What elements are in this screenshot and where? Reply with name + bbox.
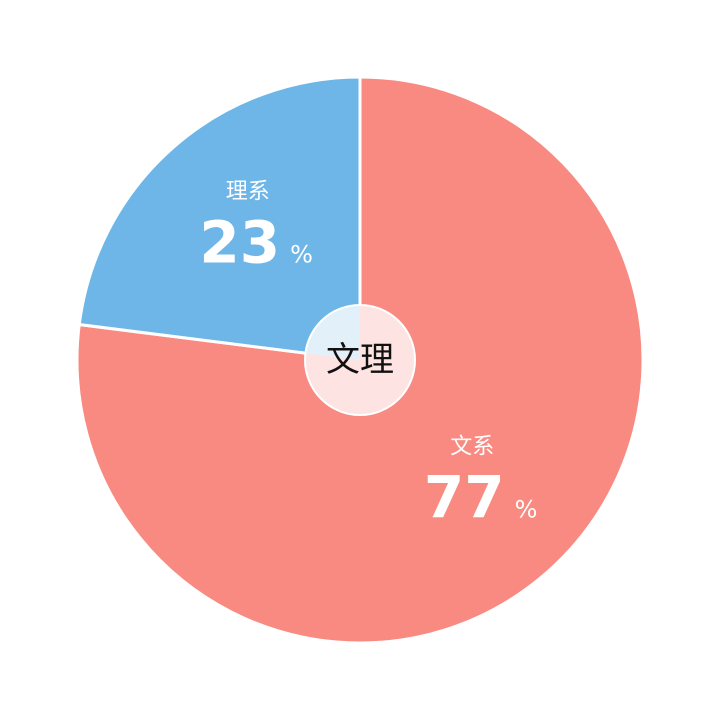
pie-slice-1 (77, 75, 362, 362)
slice-value-0: 77 (424, 463, 505, 531)
slice-unit-1: % (290, 241, 313, 269)
center-hub (304, 304, 416, 416)
center-label: 文理 (326, 340, 394, 380)
slice-label-1: 理系 (226, 180, 270, 205)
center-hub-segment-1 (305, 305, 360, 360)
center-hub-segment-0 (304, 305, 415, 415)
slice-unit-0: % (515, 495, 538, 523)
center-hub-outline (304, 304, 416, 416)
slice-value-1: 23 (199, 209, 280, 277)
slice-label-0: 文系 (450, 434, 494, 459)
pie-labels: 文系 77 % 理系 23% (199, 180, 537, 532)
